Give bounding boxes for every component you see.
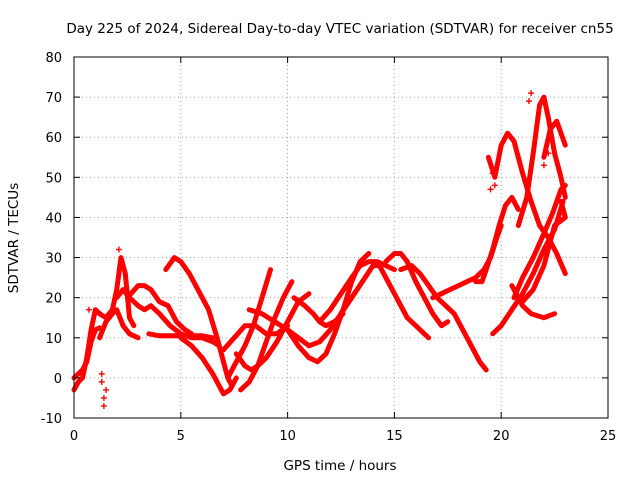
data-layer — [71, 90, 568, 409]
series-track-02 — [71, 325, 103, 381]
x-tick-label: 15 — [386, 429, 403, 444]
series-track-27 — [509, 283, 558, 321]
plus-marker — [528, 90, 535, 97]
axes: 0 5 10 15 20 25 -10 0 10 20 30 40 50 60 70 80 — [41, 51, 617, 444]
series-track-11 — [238, 279, 295, 393]
x-tick-label: 0 — [70, 429, 78, 444]
y-tick-label: 50 — [45, 171, 62, 186]
y-tick-label: 80 — [45, 51, 62, 66]
y-tick-label: 30 — [45, 252, 62, 267]
plus-marker — [98, 378, 105, 385]
series-track-25 — [541, 118, 568, 160]
plus-marker — [115, 246, 122, 253]
plus-marker — [103, 386, 110, 393]
x-tick-label: 10 — [279, 429, 296, 444]
plus-marker — [545, 150, 552, 157]
plus-marker — [98, 370, 105, 377]
series-track-03 — [97, 307, 141, 341]
plus-marker — [100, 394, 107, 401]
y-tick-label: 0 — [54, 372, 62, 387]
series-track-26 — [511, 182, 568, 301]
plus-marker — [85, 306, 92, 313]
series-track-18 — [383, 251, 451, 329]
series-track-21 — [473, 194, 521, 285]
series-track-28 — [520, 198, 568, 305]
series-track-24 — [515, 94, 568, 228]
x-tick-label: 20 — [493, 429, 510, 444]
y-tick-label: -10 — [41, 412, 62, 427]
y-tick-label: 20 — [45, 292, 62, 307]
y-tick-label: 10 — [45, 332, 62, 347]
plus-marker — [489, 170, 496, 177]
series-track-10 — [221, 323, 291, 353]
series-track-09 — [225, 267, 273, 381]
series-track-17 — [338, 263, 432, 341]
grid — [74, 57, 608, 418]
y-tick-label: 60 — [45, 131, 62, 146]
y-tick-label: 40 — [45, 211, 62, 226]
series-track-05 — [124, 283, 194, 337]
series-track-12 — [233, 291, 312, 373]
x-tick-label: 25 — [600, 429, 617, 444]
plus-marker — [491, 182, 498, 189]
series-track-01 — [71, 255, 137, 393]
y-axis-label: SDTVAR / TECUs — [6, 183, 22, 293]
plot-frame — [73, 56, 609, 419]
series-track-07 — [163, 255, 235, 389]
chart-title: Day 225 of 2024, Sidereal Day-to-day VTE… — [66, 21, 613, 37]
series-track-19 — [398, 263, 489, 373]
y-tick-label: 70 — [45, 91, 62, 106]
plus-marker — [525, 98, 532, 105]
plus-marker — [540, 162, 547, 169]
x-tick-label: 5 — [177, 429, 185, 444]
x-axis-label: GPS time / hours — [283, 458, 396, 474]
series-track-08 — [178, 335, 239, 397]
plus-marker — [487, 186, 494, 193]
plus-marker — [100, 402, 107, 409]
series-track-16 — [317, 259, 397, 325]
